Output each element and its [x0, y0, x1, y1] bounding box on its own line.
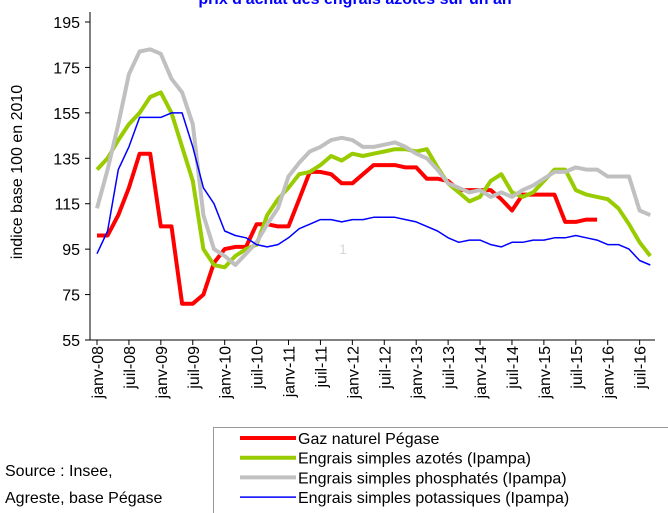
y-tick-label: 95	[62, 242, 80, 259]
x-tick-label: janv-13	[409, 346, 426, 400]
y-tick-label: 155	[53, 106, 80, 123]
x-tick-label: juil-09	[186, 346, 203, 390]
chart-title: prix d'achat des engrais azotés sur un a…	[198, 0, 511, 8]
legend-box	[213, 427, 668, 513]
x-tick-label: juil-15	[569, 346, 586, 390]
y-axis-label: indice base 100 en 2010	[9, 85, 26, 259]
x-tick-label: juil-08	[122, 346, 139, 390]
legend-label: Engrais simples phosphatés (Ipampa)	[298, 470, 567, 487]
y-tick-label: 115	[54, 197, 80, 214]
x-tick-label: janv-10	[218, 346, 235, 400]
x-tick-label: janv-12	[345, 346, 362, 400]
x-tick-label: juil-14	[505, 346, 522, 390]
legend-label: Engrais simples potassiques (Ipampa)	[298, 490, 569, 507]
series-line	[96, 112, 651, 266]
annotation: 1	[339, 241, 347, 257]
y-tick-label: 55	[62, 333, 80, 350]
series-line	[95, 90, 652, 270]
source: Agreste, base Pégase	[5, 490, 163, 507]
x-tick-label: janv-09	[154, 346, 171, 400]
x-tick-label: juil-13	[441, 346, 458, 390]
x-tick-label: janv-15	[537, 346, 554, 400]
y-tick-label: 175	[53, 60, 80, 77]
legend-label: Gaz naturel Pégase	[298, 431, 440, 448]
y-tick-label: 75	[62, 288, 80, 305]
x-tick-label: janv-08	[90, 346, 107, 400]
y-tick-label: 195	[53, 15, 80, 32]
x-tick-label: janv-14	[473, 346, 490, 400]
x-tick-label: juil-11	[313, 346, 330, 389]
x-tick-label: juil-10	[250, 346, 267, 390]
source: Source : Insee,	[5, 463, 113, 480]
x-tick-label: janv-11	[282, 346, 299, 398]
series-line	[97, 151, 598, 306]
x-tick-label: juil-12	[377, 346, 394, 390]
legend-label: Engrais simples azotés (Ipampa)	[298, 451, 531, 468]
series-line	[95, 47, 652, 267]
y-tick-label: 135	[53, 151, 80, 168]
x-tick-label: juil-16	[633, 346, 650, 390]
x-tick-label: janv-16	[601, 346, 618, 400]
